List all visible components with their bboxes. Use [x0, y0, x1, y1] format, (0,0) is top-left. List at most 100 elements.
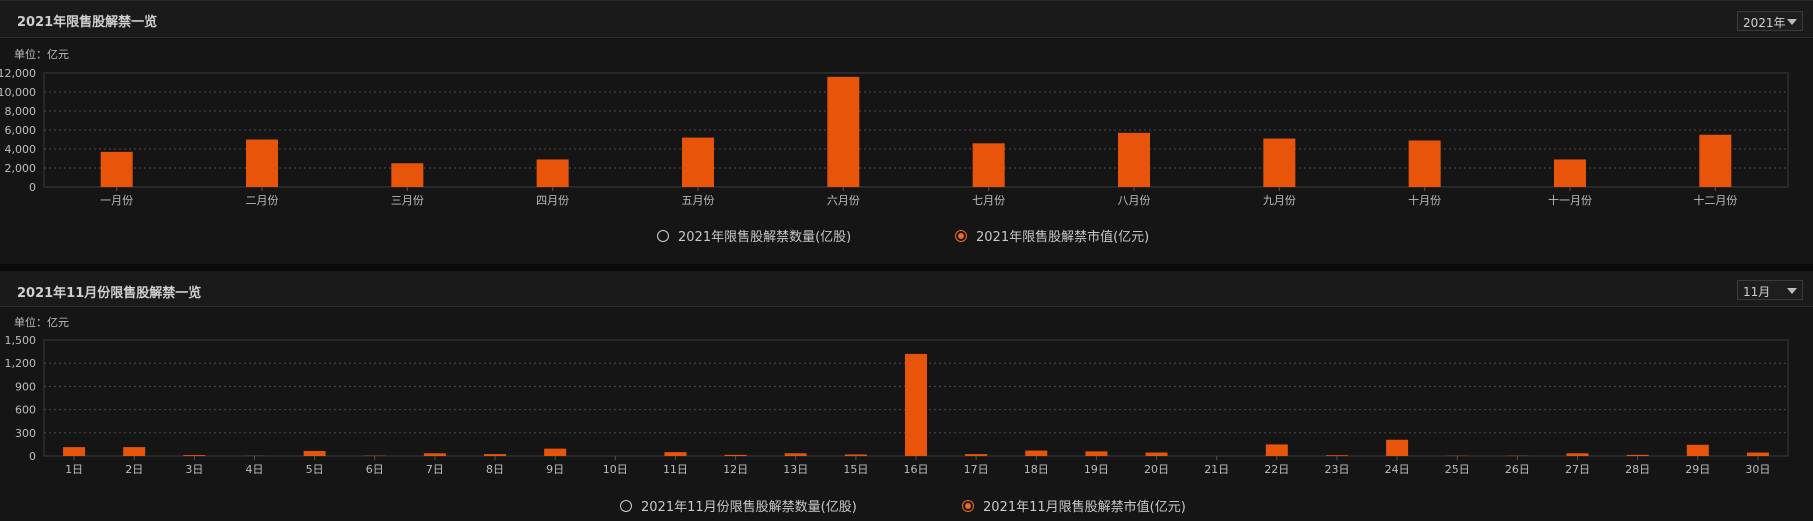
y-tick-label: 0 — [29, 450, 36, 463]
bar — [682, 137, 714, 187]
legend-label: 2021年11月限售股解禁市值(亿元) — [983, 500, 1186, 515]
x-tick-label: 19日 — [1084, 463, 1109, 474]
bar — [484, 454, 507, 456]
y-tick-label: 6,000 — [5, 124, 37, 137]
bar — [544, 448, 567, 456]
legend-item-market-value[interactable]: 2021年限售股解禁市值(亿元) — [955, 226, 1149, 245]
x-tick-label: 三月份 — [391, 194, 424, 207]
bar — [1118, 132, 1150, 187]
bar — [1325, 455, 1348, 456]
bar — [1085, 451, 1108, 456]
x-tick-label: 16日 — [904, 463, 929, 474]
bar — [827, 76, 860, 187]
y-tick-label: 4,000 — [5, 143, 37, 156]
x-tick-label: 2日 — [125, 463, 143, 474]
legend-label: 2021年限售股解禁市值(亿元) — [976, 230, 1150, 245]
x-tick-label: 八月份 — [1118, 194, 1151, 207]
y-tick-label: 1,500 — [5, 334, 37, 347]
x-tick-label: 11日 — [663, 463, 688, 474]
x-tick-label: 30日 — [1745, 463, 1770, 474]
annual-unlock-panel: 2021年限售股解禁一览 2021年 单位：亿元 0 2,000 4,000 6,00… — [0, 0, 1813, 246]
x-tick-label: 4日 — [245, 463, 263, 474]
bar — [1699, 134, 1732, 187]
chart-legend: 2021年限售股解禁数量(亿股) 2021年限售股解禁市值(亿元) — [0, 226, 1813, 246]
x-tick-label: 22日 — [1264, 463, 1289, 474]
panel-title: 2021年11月份限售股解禁一览 — [17, 286, 202, 301]
year-select[interactable]: 2021年 — [1737, 11, 1803, 31]
panel-divider — [0, 264, 1813, 271]
bar — [1145, 452, 1168, 456]
x-tick-label: 18日 — [1024, 463, 1049, 474]
bar — [724, 454, 747, 456]
x-tick-label: 10日 — [603, 463, 628, 474]
bar — [183, 455, 206, 456]
daily-bar-chart: 0 300 600 900 1,200 1,500 1日 2日 3日 4日 5日 6日 7日 8日 9日 10… — [5, 334, 1789, 474]
x-tick-label: 20日 — [1144, 463, 1169, 474]
x-tick-label: 17日 — [964, 463, 989, 474]
x-tick-label: 29日 — [1685, 463, 1710, 474]
bar — [965, 454, 988, 456]
x-tick-label: 27日 — [1565, 463, 1590, 474]
panel-header: 2021年限售股解禁一览 2021年 — [0, 1, 1813, 38]
bar — [1554, 159, 1586, 187]
chevron-down-icon — [1787, 288, 1797, 294]
radio-unselected-icon[interactable] — [620, 499, 632, 512]
month-select[interactable]: 11月 — [1737, 280, 1803, 300]
x-tick-label: 七月份 — [972, 194, 1005, 207]
legend-item-quantity[interactable]: 2021年11月份限售股解禁数量(亿股) — [620, 496, 857, 515]
x-tick-label: 12日 — [723, 463, 748, 474]
x-tick-label: 六月份 — [827, 194, 860, 207]
y-tick-label: 600 — [15, 404, 36, 417]
y-tick-label: 10,000 — [0, 86, 36, 99]
bar — [784, 453, 807, 456]
x-tick-label: 15日 — [843, 463, 868, 474]
y-tick-label: 12,000 — [0, 67, 36, 80]
chart-legend: 2021年11月份限售股解禁数量(亿股) 2021年11月限售股解禁市值(亿元) — [0, 496, 1813, 516]
chevron-down-icon — [1787, 19, 1797, 25]
month-select-value: 11月 — [1743, 285, 1771, 299]
legend-item-market-value[interactable]: 2021年11月限售股解禁市值(亿元) — [962, 496, 1186, 515]
x-tick-label: 十一月份 — [1548, 193, 1592, 207]
bar — [905, 353, 927, 456]
x-tick-label: 25日 — [1445, 463, 1470, 474]
legend-label: 2021年11月份限售股解禁数量(亿股) — [641, 500, 857, 515]
bar — [1025, 450, 1048, 456]
bar — [1263, 138, 1296, 187]
x-tick-label: 十月份 — [1408, 193, 1441, 207]
bar — [303, 450, 326, 456]
bar — [844, 454, 867, 456]
bar — [972, 143, 1005, 187]
radio-selected-icon[interactable] — [955, 229, 967, 242]
y-tick-label: 2,000 — [5, 162, 37, 175]
x-tick-label: 24日 — [1385, 463, 1410, 474]
bar — [1265, 444, 1288, 456]
panel-title: 2021年限售股解禁一览 — [17, 15, 158, 30]
bar — [1386, 439, 1409, 456]
bar — [1686, 444, 1709, 456]
x-tick-label: 1日 — [65, 463, 83, 474]
bar — [1626, 454, 1649, 456]
monthly-unlock-panel: 2021年11月份限售股解禁一览 11月 单位：亿元 0 300 600 900 1,2… — [0, 271, 1813, 521]
y-tick-label: 0 — [29, 181, 36, 194]
bar — [1566, 453, 1589, 456]
x-tick-label: 21日 — [1204, 463, 1229, 474]
year-select-value: 2021年 — [1743, 16, 1786, 30]
x-tick-label: 13日 — [783, 463, 808, 474]
x-tick-label: 一月份 — [100, 194, 133, 207]
x-tick-label: 5日 — [306, 463, 324, 474]
bar — [100, 151, 133, 187]
x-tick-label: 9日 — [546, 463, 564, 474]
legend-label: 2021年限售股解禁数量(亿股) — [678, 230, 852, 245]
bar — [423, 453, 446, 456]
x-tick-label: 3日 — [185, 463, 203, 474]
unit-label: 单位：亿元 — [14, 316, 69, 329]
y-tick-label: 900 — [15, 380, 36, 393]
radio-unselected-icon[interactable] — [657, 229, 669, 242]
y-tick-label: 1,200 — [5, 357, 37, 370]
radio-selected-icon[interactable] — [962, 499, 974, 512]
legend-item-quantity[interactable]: 2021年限售股解禁数量(亿股) — [657, 226, 851, 245]
bar — [1746, 452, 1769, 456]
bar — [391, 163, 424, 187]
x-tick-label: 6日 — [366, 463, 384, 474]
bar — [536, 159, 569, 187]
